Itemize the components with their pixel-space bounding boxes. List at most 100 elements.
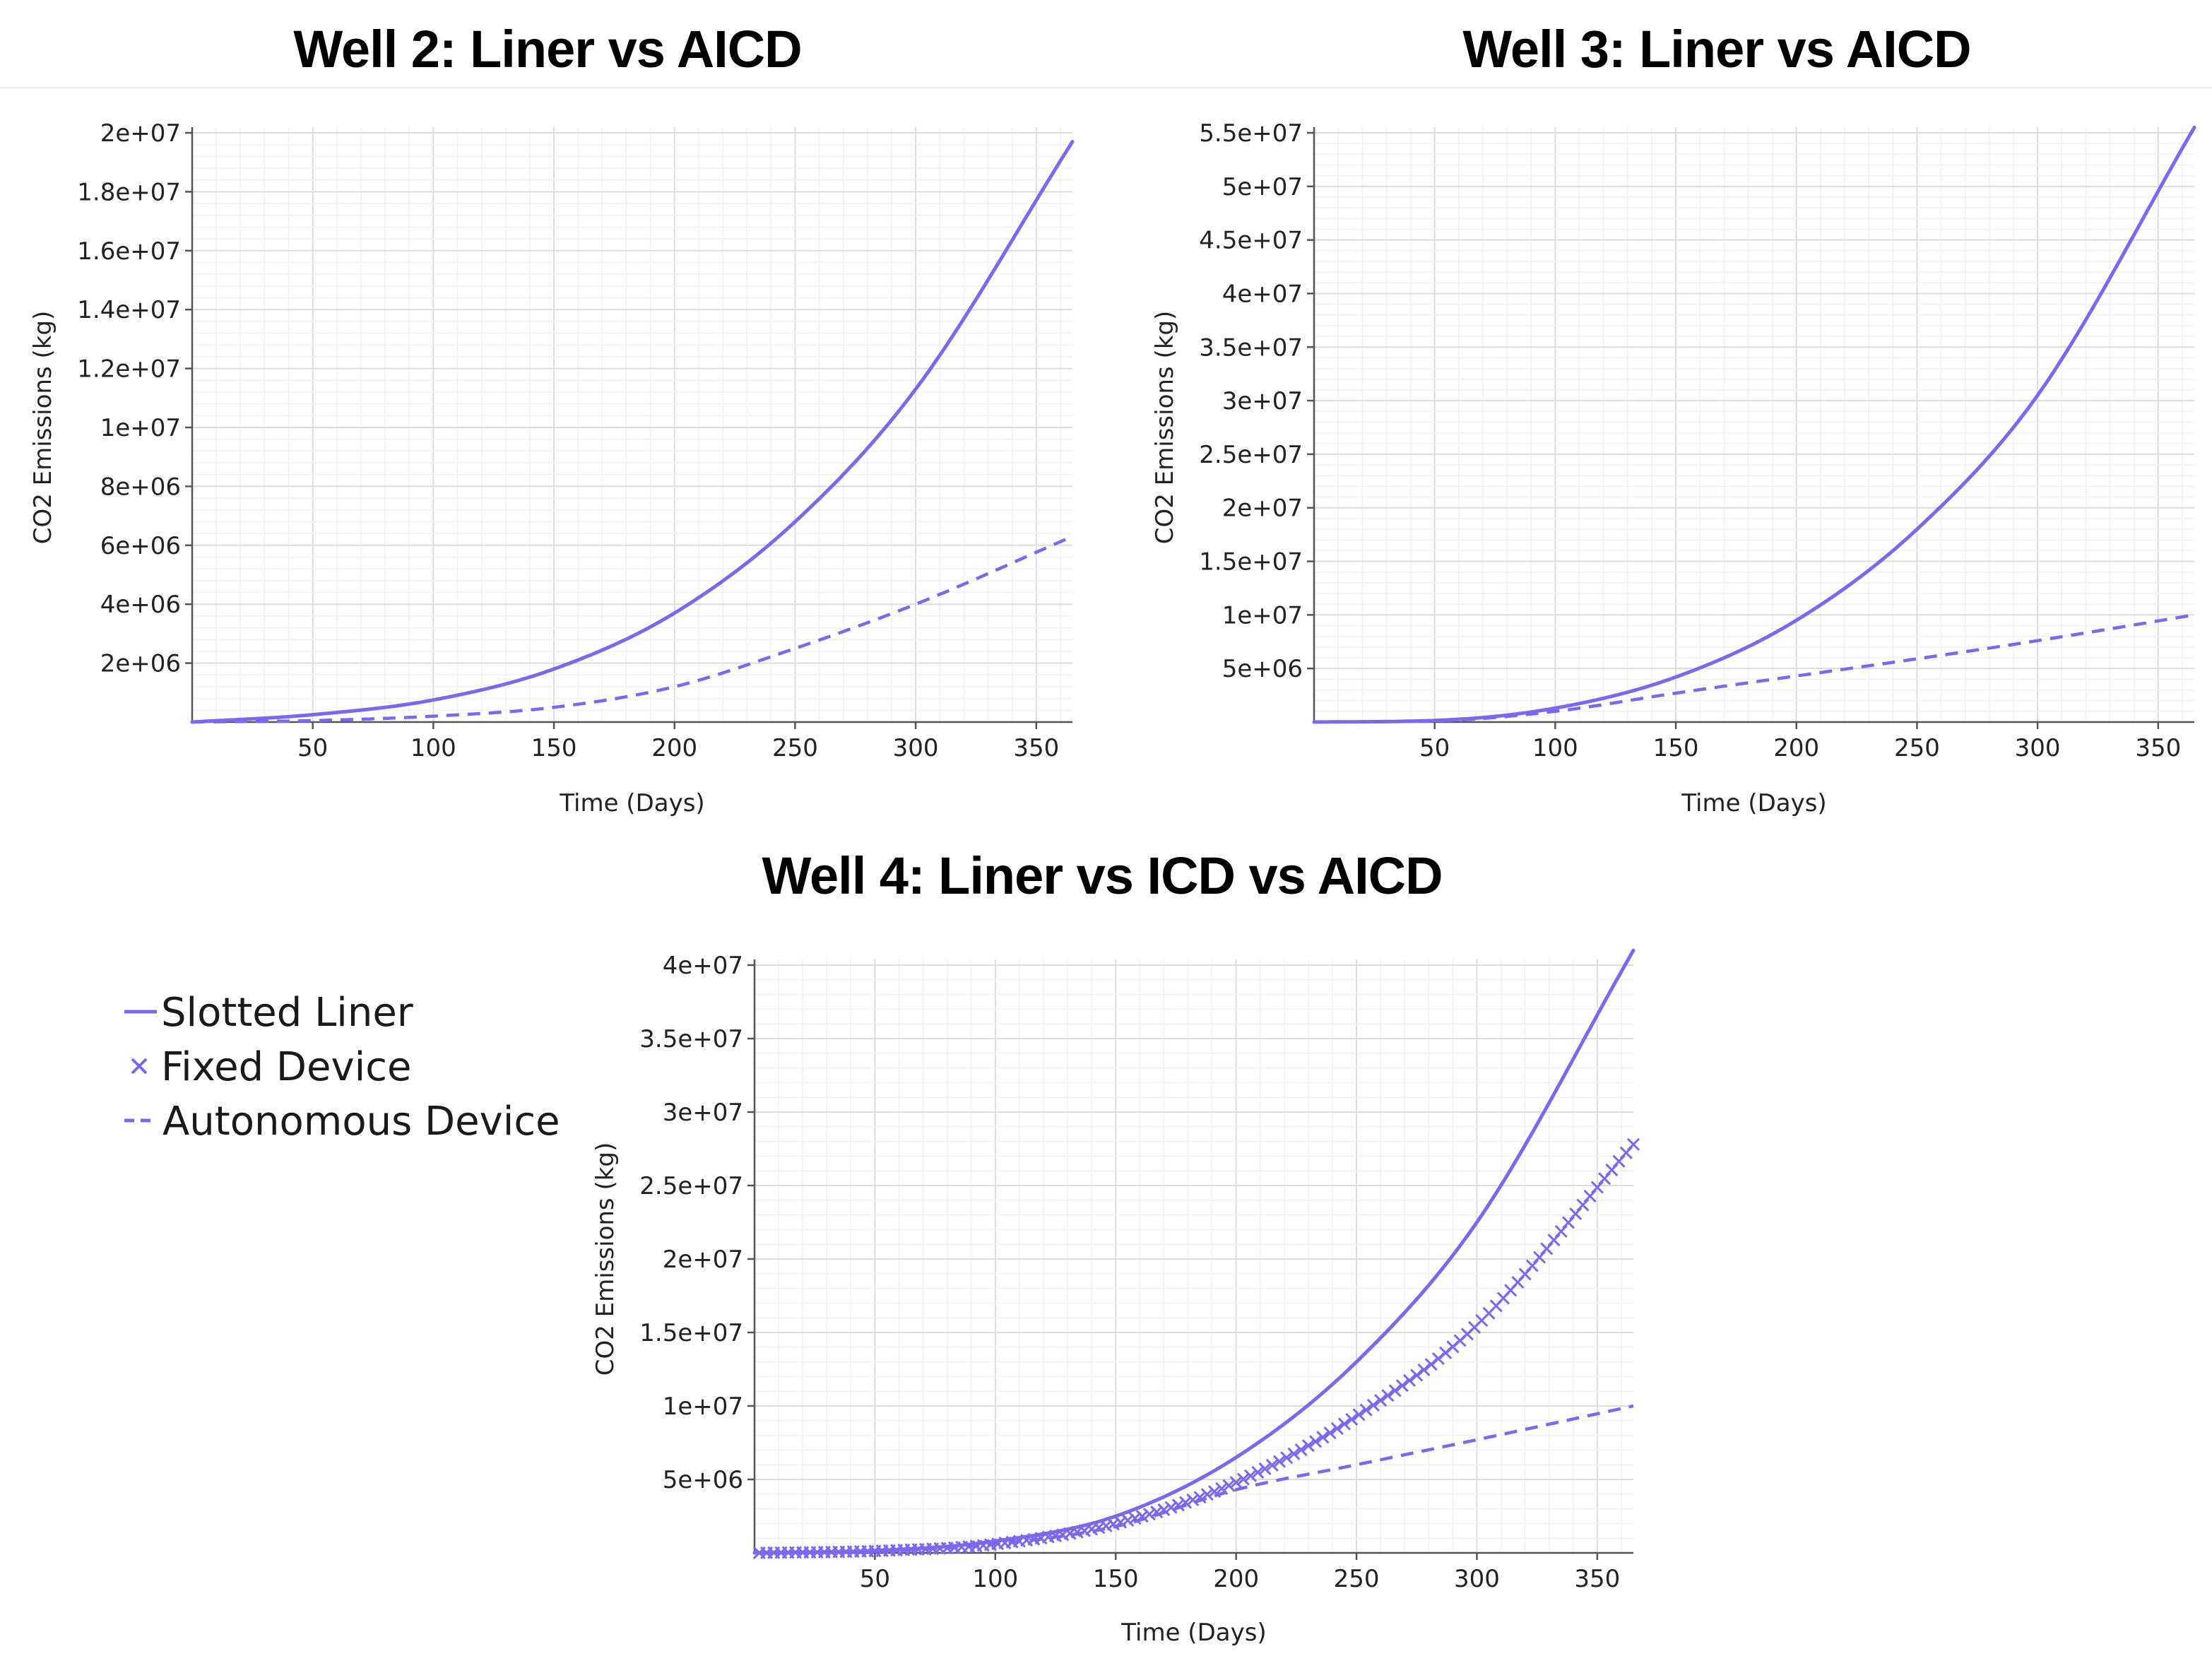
legend-label-slotted-liner: Slotted Liner — [161, 990, 414, 1036]
well4-y-tick-label: 3.5e+07 — [639, 1025, 743, 1053]
well2-y-tick-label: 4e+06 — [100, 591, 181, 619]
well3-x-axis-label: Time (Days) — [1681, 789, 1826, 817]
well3-y-tick-label: 2e+07 — [1222, 495, 1303, 523]
well2-x-tick-label: 50 — [297, 734, 328, 762]
well2-y-axis-label: CO2 Emissions (kg) — [29, 311, 57, 545]
well2-series-autonomous-device — [192, 535, 1073, 724]
well4-point-fixed-device — [1366, 1398, 1380, 1412]
legend-label-fixed-device: Fixed Device — [161, 1044, 411, 1090]
well4-point-fixed-device — [1265, 1458, 1279, 1472]
well4-point-fixed-device — [1222, 1479, 1236, 1492]
well4-point-fixed-device — [1359, 1403, 1373, 1417]
well4-point-fixed-device — [1164, 1501, 1178, 1514]
well4-point-fixed-device — [1345, 1412, 1359, 1426]
well4-point-fixed-device — [1569, 1207, 1583, 1221]
well2-y-tick-label: 1e+07 — [100, 414, 181, 442]
well2-series-slotted-liner — [190, 140, 1075, 724]
well4-point-fixed-device — [1402, 1373, 1416, 1387]
well4-point-fixed-device — [1186, 1493, 1200, 1507]
well4-point-fixed-device — [1561, 1216, 1575, 1229]
well4-x-tick-label: 50 — [860, 1565, 890, 1593]
well4-point-fixed-device — [1352, 1408, 1366, 1421]
legend-label-autonomous-device: Autonomous Device — [162, 1099, 560, 1145]
well3-y-tick-label: 2.5e+07 — [1199, 441, 1303, 469]
well4-point-fixed-device — [1381, 1389, 1395, 1402]
well3-x-tick-label: 250 — [1894, 734, 1940, 762]
well4-point-fixed-device — [1374, 1394, 1388, 1407]
well3-y-tick-label: 1.5e+07 — [1199, 548, 1303, 577]
well2-y-tick-label: 1.2e+07 — [77, 355, 181, 384]
well4-point-fixed-device — [1323, 1426, 1337, 1440]
well4-title: Well 4: Liner vs ICD vs AICD — [762, 846, 1442, 905]
well4-point-fixed-device — [1590, 1181, 1604, 1194]
well3-y-tick-label: 4.5e+07 — [1199, 227, 1303, 255]
well2-y-tick-label: 2e+06 — [100, 650, 181, 678]
well4-plot-area — [755, 959, 1633, 1553]
well2-y-tick-label: 1.4e+07 — [77, 296, 181, 324]
well3-x-tick-label: 200 — [1773, 734, 1819, 762]
well2-y-tick-label: 2e+07 — [100, 119, 181, 148]
well3-y-tick-label: 3e+07 — [1222, 387, 1303, 415]
well4-point-fixed-device — [1424, 1358, 1438, 1371]
legend-item-fixed-device: Fixed Device — [131, 1044, 411, 1090]
well3-plot-area — [1314, 127, 2194, 722]
well4-point-fixed-device — [1251, 1465, 1265, 1479]
well4-x-axis-label: Time (Days) — [1120, 1619, 1266, 1647]
well4-y-tick-label: 2e+07 — [663, 1246, 743, 1274]
well4-y-tick-label: 3e+07 — [663, 1099, 743, 1127]
legend: Slotted Liner Fixed Device Autonomous De… — [124, 990, 560, 1145]
well2-y-tick-label: 8e+06 — [100, 473, 181, 501]
well4-x-tick-label: 350 — [1574, 1565, 1620, 1593]
well4-point-fixed-device — [1244, 1469, 1258, 1482]
well3-y-tick-label: 1e+07 — [1222, 601, 1303, 629]
well2-grid — [192, 127, 1072, 722]
well4-point-fixed-device — [1417, 1363, 1431, 1377]
well4-point-fixed-device — [1294, 1443, 1308, 1457]
well4-point-fixed-device — [1280, 1451, 1294, 1465]
well4-y-tick-label: 2.5e+07 — [639, 1172, 743, 1200]
well4-point-fixed-device — [1330, 1421, 1344, 1435]
well2-chart: 50 100 150 200 250 300 350 2e+06 4e+06 6e+06 8e+06… — [29, 119, 1075, 817]
legend-item-autonomous-device: Autonomous Device — [124, 1099, 560, 1145]
well4-y-tick-label: 1.5e+07 — [639, 1319, 743, 1347]
legend-x-marker-icon — [131, 1058, 148, 1075]
well4-point-fixed-device — [1410, 1368, 1424, 1382]
well4-series-autonomous-device — [754, 1404, 1634, 1555]
well3-y-tick-label: 5e+06 — [1222, 655, 1303, 683]
well4-point-fixed-device — [1316, 1431, 1330, 1444]
well2-x-tick-label: 350 — [1013, 734, 1059, 762]
well3-x-tick-label: 100 — [1532, 734, 1578, 762]
well3-y-tick-label: 4e+07 — [1222, 280, 1303, 308]
well2-x-tick-label: 200 — [651, 734, 697, 762]
well4-x-tick-label: 100 — [972, 1565, 1018, 1593]
well4-x-tick-label: 250 — [1334, 1565, 1380, 1593]
well4-y-tick-label: 4e+07 — [663, 952, 743, 980]
well4-point-fixed-device — [1626, 1137, 1640, 1151]
well3-y-tick-label: 5e+07 — [1222, 173, 1303, 201]
well4-point-fixed-device — [1337, 1417, 1352, 1431]
well4-y-tick-label: 1e+07 — [663, 1393, 743, 1421]
well4-point-fixed-device — [1150, 1506, 1164, 1519]
well4-y-axis-label: CO2 Emissions (kg) — [591, 1142, 620, 1376]
well2-title: Well 2: Liner vs AICD — [293, 20, 801, 78]
well4-point-fixed-device — [1106, 1518, 1120, 1531]
well4-point-fixed-device — [1309, 1435, 1323, 1448]
well4-point-fixed-device — [1272, 1455, 1287, 1468]
well4-x-tick-label: 200 — [1213, 1565, 1259, 1593]
well4-series-slotted-liner — [752, 948, 1636, 1555]
well4-point-fixed-device — [1576, 1198, 1590, 1212]
well4-x-tick-label: 150 — [1093, 1565, 1139, 1593]
well2-x-tick-label: 300 — [893, 734, 939, 762]
well3-x-tick-label: 350 — [2135, 734, 2181, 762]
well3-y-axis-label: CO2 Emissions (kg) — [1151, 311, 1179, 545]
well3-y-tick-label: 3.5e+07 — [1199, 333, 1303, 362]
well3-title: Well 3: Liner vs AICD — [1462, 20, 1970, 78]
well2-x-tick-label: 100 — [410, 734, 456, 762]
well4-point-fixed-device — [1229, 1476, 1243, 1489]
well2-x-tick-label: 150 — [531, 734, 577, 762]
well4-point-fixed-device — [1301, 1439, 1315, 1453]
well4-point-fixed-device — [1583, 1189, 1597, 1203]
well3-chart: 50 100 150 200 250 300 350 5e+06 1e+07 1.5e+07 2e+… — [1151, 119, 2196, 817]
legend-item-slotted-liner: Slotted Liner — [124, 990, 414, 1036]
